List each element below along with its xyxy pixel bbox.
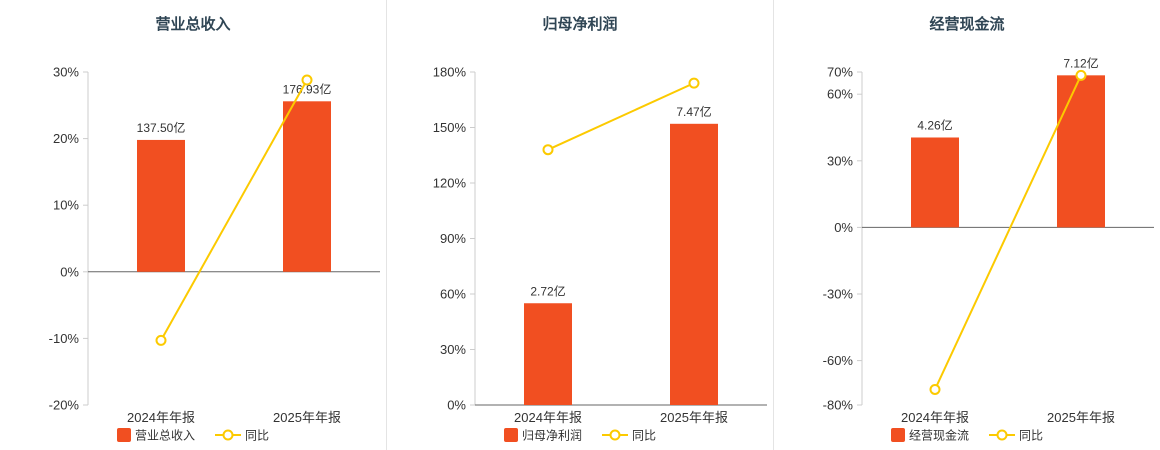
- category-label: 2025年年报: [660, 410, 728, 425]
- y-tick-label: -20%: [49, 398, 80, 413]
- y-tick-label: -10%: [49, 331, 80, 346]
- operating-cashflow-chart: 70% 60% 30% 0% -30% -60% -80% 4.26亿 2024年年报 7.12亿…: [823, 55, 1154, 443]
- bar-value-label: 7.12亿: [1063, 55, 1098, 70]
- y-tick-label: 0%: [834, 220, 853, 235]
- legend-bar-label: 经营现金流: [909, 428, 969, 443]
- yoy-marker[interactable]: [301, 74, 313, 86]
- y-tick-label: -80%: [823, 398, 854, 413]
- legend-item-同比[interactable]: 同比: [989, 429, 1043, 443]
- legend-line-label: 同比: [632, 429, 656, 443]
- category-label: 2024年年报: [901, 410, 969, 425]
- bar-营业总收入-2024年年报[interactable]: [137, 139, 185, 272]
- y-tick-label: -60%: [823, 353, 854, 368]
- bar-value-label: 137.50亿: [137, 120, 186, 135]
- bar-营业总收入-2025年年报[interactable]: [283, 101, 331, 272]
- legend-bar-swatch: [891, 428, 905, 442]
- legend-item-同比[interactable]: 同比: [602, 429, 656, 443]
- panel-net-profit: 归母净利润 180% 150% 120% 90% 60% 30% 0% 2.72亿 2024年年…: [386, 0, 773, 450]
- y-tick-label: -30%: [823, 287, 854, 302]
- panel-operating-cashflow: 经营现金流 70% 60% 30% 0% -30% -60% -80% 4.26亿 2024年年…: [773, 0, 1160, 450]
- yoy-marker[interactable]: [929, 383, 941, 395]
- bar-value-label: 4.26亿: [917, 117, 952, 132]
- legend-item-营业总收入[interactable]: 营业总收入: [117, 428, 195, 443]
- bar-归母净利润-2025年年报[interactable]: [670, 123, 718, 406]
- legend-line-marker: [609, 429, 621, 441]
- legend-item-经营现金流[interactable]: 经营现金流: [891, 428, 969, 443]
- legend-bar-label: 归母净利润: [522, 429, 582, 443]
- legend-item-同比[interactable]: 同比: [215, 429, 269, 443]
- y-tick-label: 0%: [60, 264, 79, 279]
- category-label: 2024年年报: [127, 410, 195, 425]
- y-tick-label: 30%: [827, 153, 853, 168]
- bar-value-label: 2.72亿: [530, 283, 565, 298]
- operating-revenue-chart: 30% 20% 10% 0% -10% -20% 137.50亿 2024年年报 176.93亿…: [49, 65, 380, 443]
- yoy-marker[interactable]: [1075, 69, 1087, 81]
- yoy-line: [160, 79, 308, 341]
- legend-bar-swatch: [117, 428, 131, 442]
- yoy-marker[interactable]: [688, 77, 700, 89]
- yoy-marker[interactable]: [542, 144, 554, 156]
- y-tick-label: 150%: [433, 120, 467, 135]
- y-tick-label: 70%: [827, 65, 853, 80]
- legend-item-归母净利润[interactable]: 归母净利润: [504, 428, 582, 443]
- legend-bar-label: 营业总收入: [135, 429, 195, 443]
- y-tick-label: 90%: [440, 231, 466, 246]
- y-tick-label: 10%: [53, 198, 79, 213]
- category-label: 2025年年报: [273, 410, 341, 425]
- legend-bar-swatch: [504, 428, 518, 442]
- legend-line-label: 同比: [1019, 429, 1043, 443]
- yoy-line: [934, 74, 1082, 390]
- y-tick-label: 60%: [827, 87, 853, 102]
- category-label: 2025年年报: [1047, 410, 1115, 425]
- bar-value-label: 7.47亿: [676, 104, 711, 119]
- legend-line-label: 同比: [245, 429, 269, 443]
- yoy-marker[interactable]: [155, 334, 167, 346]
- y-tick-label: 30%: [53, 65, 79, 80]
- y-tick-label: 180%: [433, 65, 467, 80]
- bar-经营现金流-2025年年报[interactable]: [1057, 75, 1105, 228]
- bar-value-label: 176.93亿: [283, 81, 332, 96]
- legend-line-marker: [222, 429, 234, 441]
- y-tick-label: 60%: [440, 287, 466, 302]
- y-tick-label: 120%: [433, 176, 467, 191]
- y-tick-label: 0%: [447, 398, 466, 413]
- bar-经营现金流-2024年年报[interactable]: [911, 137, 959, 228]
- panel-operating-revenue: 营业总收入 30% 20% 10% 0% -10% -20% 137.50亿 2024年年报 1…: [0, 0, 386, 450]
- bar-归母净利润-2024年年报[interactable]: [524, 303, 572, 405]
- legend-line-marker: [996, 429, 1008, 441]
- category-label: 2024年年报: [514, 410, 582, 425]
- net-profit-chart: 180% 150% 120% 90% 60% 30% 0% 2.72亿 2024年年报 7.47亿…: [433, 65, 767, 443]
- y-tick-label: 20%: [53, 131, 79, 146]
- yoy-line: [547, 82, 695, 151]
- y-tick-label: 30%: [440, 342, 466, 357]
